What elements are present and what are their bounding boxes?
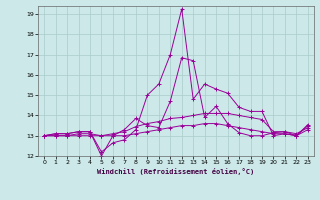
X-axis label: Windchill (Refroidissement éolien,°C): Windchill (Refroidissement éolien,°C) [97,168,255,175]
